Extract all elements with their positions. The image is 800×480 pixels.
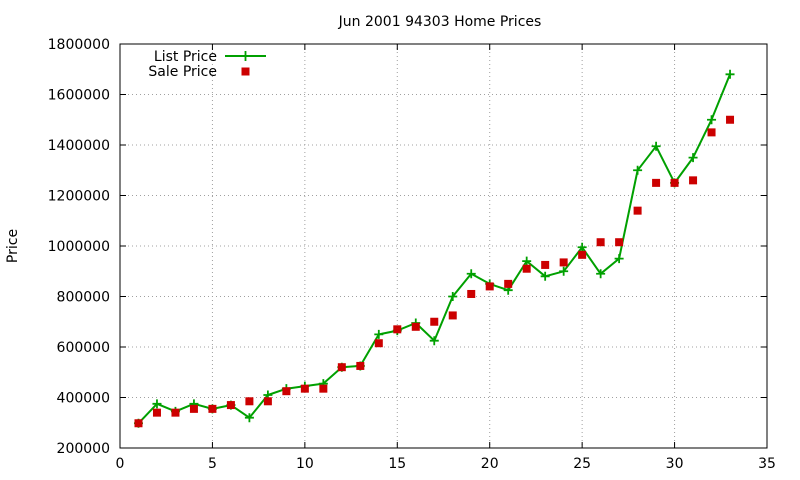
list-price-point bbox=[725, 69, 735, 79]
sale-price-point bbox=[171, 408, 180, 417]
sale-price-point bbox=[152, 408, 161, 417]
legend-marker-list-price bbox=[240, 51, 251, 61]
sale-price-point bbox=[282, 387, 291, 396]
list-price-point bbox=[633, 165, 643, 175]
x-tick-label: 0 bbox=[116, 456, 125, 472]
x-tick-label: 10 bbox=[296, 456, 314, 472]
grid-lines bbox=[120, 44, 767, 448]
list-price-point bbox=[614, 254, 624, 264]
list-price-point bbox=[429, 336, 439, 346]
sale-price-point bbox=[596, 238, 605, 247]
x-tick-label: 30 bbox=[666, 456, 684, 472]
sale-price-point bbox=[393, 325, 402, 334]
legend-label-list-price: List Price bbox=[154, 49, 217, 65]
list-price-point bbox=[559, 266, 569, 276]
y-tick-label: 1600000 bbox=[48, 88, 110, 104]
sale-price-point bbox=[504, 279, 513, 288]
sale-price-point bbox=[578, 250, 587, 259]
list-price-point bbox=[651, 141, 661, 151]
sale-price-point bbox=[670, 178, 679, 187]
x-tick-label: 15 bbox=[388, 456, 406, 472]
sale-price-point bbox=[319, 384, 328, 393]
sale-price-point bbox=[485, 282, 494, 291]
sale-price-point bbox=[559, 258, 568, 267]
sale-price-point bbox=[652, 178, 661, 187]
sale-price-point bbox=[300, 384, 309, 393]
y-tick-label: 400000 bbox=[57, 391, 110, 407]
sale-price-point bbox=[263, 397, 272, 406]
y-tick-label: 1200000 bbox=[48, 189, 110, 205]
list-price-point bbox=[688, 153, 698, 163]
sale-price-point bbox=[448, 311, 457, 320]
axis-ticks: 0 5 10 15 20 25 30 35 200000 400000 600000 800000 10… bbox=[48, 37, 776, 472]
sale-price-point bbox=[726, 115, 735, 124]
sale-price-point bbox=[522, 264, 531, 273]
y-tick-label: 800000 bbox=[57, 290, 110, 306]
list-price-point bbox=[152, 399, 162, 409]
sale-price-point bbox=[430, 317, 439, 326]
sale-price-point bbox=[337, 363, 346, 372]
sale-price-point bbox=[541, 260, 550, 269]
legend: List Price Sale Price bbox=[148, 49, 266, 80]
sale-price-point bbox=[356, 361, 365, 370]
sale-price-point bbox=[134, 419, 143, 428]
x-tick-label: 35 bbox=[758, 456, 776, 472]
y-tick-label: 600000 bbox=[57, 340, 110, 356]
sale-price-point bbox=[467, 289, 476, 298]
y-tick-label: 200000 bbox=[57, 441, 110, 457]
sale-price-point bbox=[245, 397, 254, 406]
list-price-series bbox=[133, 69, 735, 428]
list-price-line bbox=[137, 73, 731, 424]
y-tick-label: 1000000 bbox=[48, 239, 110, 255]
list-price-point bbox=[244, 413, 254, 423]
sale-price-series bbox=[134, 115, 735, 428]
list-price-point bbox=[707, 115, 717, 125]
legend-marker-sale-price bbox=[241, 67, 250, 76]
sale-price-point bbox=[633, 206, 642, 215]
sale-price-point bbox=[689, 176, 698, 185]
sale-price-point bbox=[374, 339, 383, 348]
y-axis-label: Price bbox=[5, 229, 21, 263]
chart-title: Jun 2001 94303 Home Prices bbox=[338, 14, 542, 30]
list-price-point bbox=[596, 269, 606, 279]
list-price-point bbox=[448, 292, 458, 301]
y-tick-label: 1400000 bbox=[48, 138, 110, 154]
x-tick-label: 5 bbox=[208, 456, 217, 472]
list-price-point bbox=[466, 269, 476, 279]
y-tick-label: 1800000 bbox=[48, 37, 110, 53]
x-tick-label: 25 bbox=[573, 456, 591, 472]
sale-price-point bbox=[615, 238, 624, 247]
sale-price-point bbox=[226, 401, 235, 410]
sale-price-point bbox=[189, 404, 198, 413]
list-price-point bbox=[540, 271, 550, 281]
x-tick-label: 20 bbox=[481, 456, 499, 472]
sale-price-point bbox=[208, 404, 217, 413]
sale-price-point bbox=[411, 322, 420, 331]
list-price-point bbox=[522, 256, 532, 266]
list-price-point bbox=[374, 329, 384, 339]
legend-label-sale-price: Sale Price bbox=[148, 64, 217, 80]
sale-price-point bbox=[707, 128, 716, 137]
list-price-point bbox=[577, 242, 587, 252]
plot-frame bbox=[119, 43, 768, 449]
